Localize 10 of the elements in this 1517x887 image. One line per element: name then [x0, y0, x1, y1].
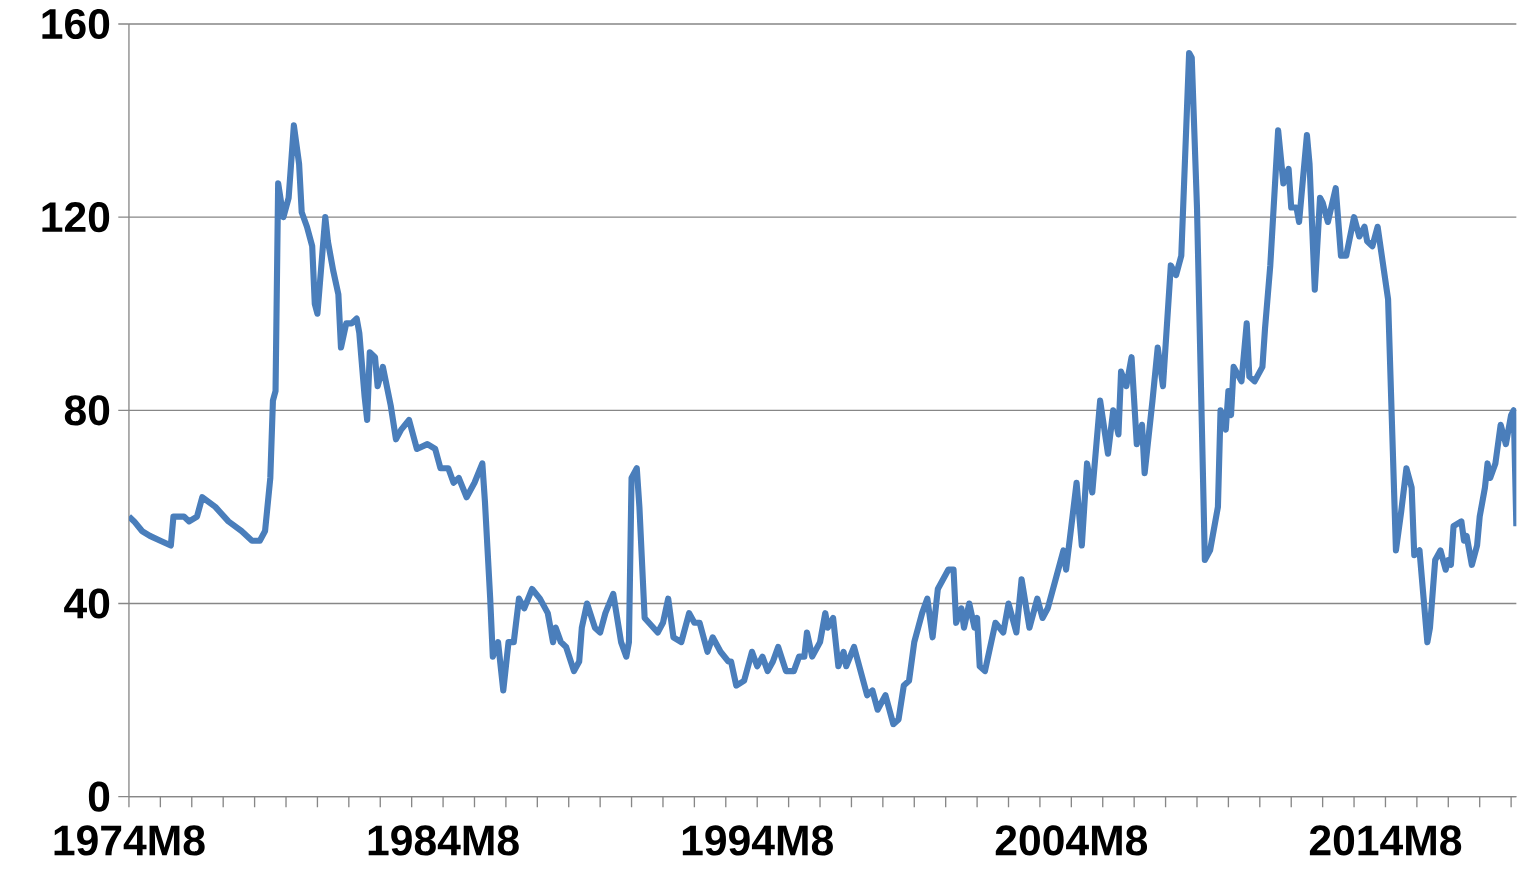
y-tick-label: 0 — [88, 781, 110, 812]
x-tick-label: 1984M8 — [368, 825, 519, 856]
x-tick-label: 2014M8 — [1309, 825, 1462, 856]
y-tick-label: 40 — [64, 588, 110, 619]
y-tick-label: 80 — [64, 395, 110, 426]
y-tick-label: 160 — [42, 9, 110, 40]
x-tick-label: 2004M8 — [995, 825, 1148, 856]
x-tick-label: 1974M8 — [54, 825, 205, 856]
x-tick-label: 1994M8 — [682, 825, 833, 856]
y-tick-label: 120 — [42, 202, 110, 233]
